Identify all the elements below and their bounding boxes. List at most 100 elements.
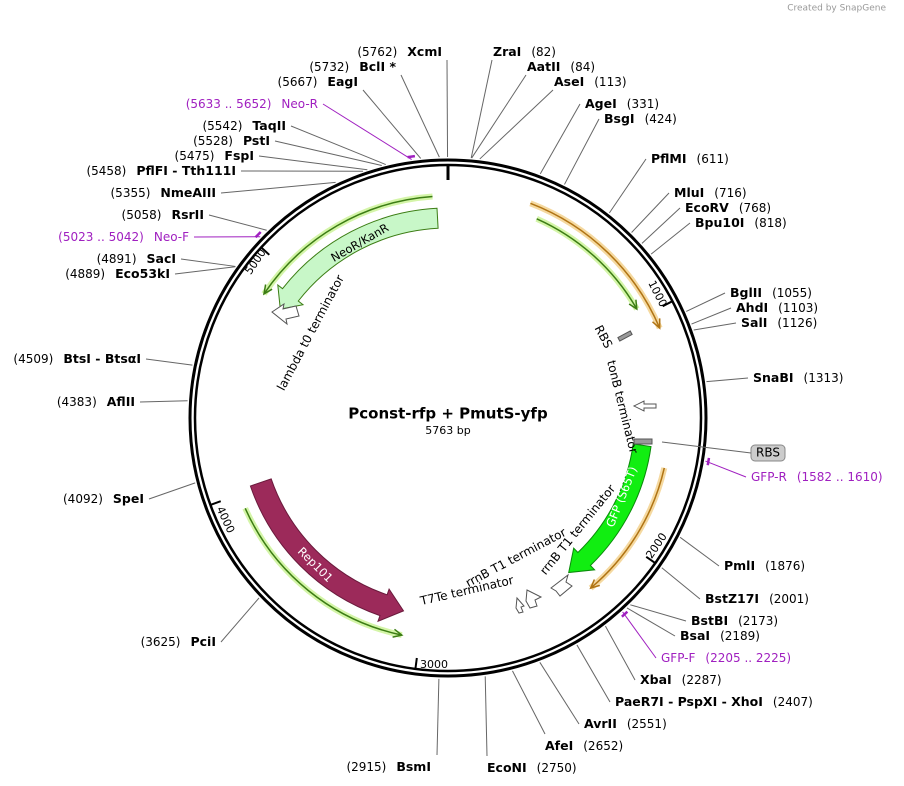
feature-head bbox=[392, 628, 404, 638]
rbs-leader bbox=[661, 441, 752, 454]
site-name: AhdI bbox=[736, 300, 768, 315]
site-label: SnaBI (1313) bbox=[753, 370, 843, 385]
site-name: AflII bbox=[107, 394, 135, 409]
site-leader bbox=[650, 222, 691, 255]
site-label: Bpu10I (818) bbox=[695, 215, 787, 230]
site-name: AgeI bbox=[585, 96, 617, 111]
primer-name: GFP-F bbox=[661, 651, 696, 665]
site-label: XbaI (2287) bbox=[640, 672, 722, 687]
site-position: (5458) bbox=[86, 164, 126, 178]
site-name: SnaBI bbox=[753, 370, 794, 385]
site-leader bbox=[484, 676, 488, 757]
primer-name: Neo-R bbox=[281, 97, 318, 111]
feature-line bbox=[263, 195, 433, 295]
site-name: Bpu10I bbox=[695, 215, 744, 230]
site-position: (113) bbox=[594, 75, 626, 89]
site-leader bbox=[139, 400, 188, 403]
site-position: (2189) bbox=[720, 629, 760, 643]
ruler-tick bbox=[210, 500, 222, 506]
site-leader bbox=[479, 89, 554, 160]
site-label: (5475) FspI bbox=[175, 148, 254, 163]
feature-arrow bbox=[249, 478, 405, 623]
primer-position: (5633 .. 5652) bbox=[186, 97, 272, 111]
site-name: BtsI - BtsαI bbox=[63, 351, 141, 366]
site-leader bbox=[679, 536, 720, 567]
site-name: MluI bbox=[674, 185, 704, 200]
site-leader bbox=[691, 307, 732, 325]
site-name: EagI bbox=[327, 74, 358, 89]
site-position: (2407) bbox=[773, 695, 813, 709]
site-name: AvrII bbox=[584, 716, 617, 731]
site-position: (5475) bbox=[175, 149, 215, 163]
site-leader bbox=[446, 59, 449, 158]
terminator-icon bbox=[271, 302, 300, 326]
site-name: BglII bbox=[730, 285, 762, 300]
site-name: PflMI bbox=[651, 151, 687, 166]
site-position: (5528) bbox=[193, 134, 233, 148]
primer-position: (2205 .. 2225) bbox=[705, 651, 791, 665]
site-label: PflMI (611) bbox=[651, 151, 729, 166]
site-leader bbox=[470, 59, 493, 159]
site-name: XcmI bbox=[407, 44, 442, 59]
site-leader bbox=[220, 181, 336, 194]
site-leader bbox=[564, 118, 600, 185]
site-leader bbox=[220, 597, 260, 643]
site-name: BsaI bbox=[680, 628, 710, 643]
site-label: (2915) BsmI bbox=[346, 759, 431, 774]
site-name: BsmI bbox=[396, 759, 431, 774]
site-position: (2915) bbox=[346, 760, 386, 774]
site-leader bbox=[274, 140, 382, 167]
map-length: 5763 bp bbox=[425, 424, 470, 437]
site-label: EcoRV (768) bbox=[685, 200, 771, 215]
feature-line bbox=[536, 218, 638, 310]
feature-head bbox=[652, 318, 661, 330]
site-name: PflFI - Tth111I bbox=[136, 163, 236, 178]
site-leader bbox=[686, 292, 726, 312]
site-position: (424) bbox=[645, 112, 677, 126]
site-name: Eco53kI bbox=[115, 266, 170, 281]
site-name: SpeI bbox=[113, 491, 144, 506]
feature-layer bbox=[210, 193, 673, 670]
backbone-outer bbox=[188, 158, 708, 678]
primer-mark bbox=[407, 154, 416, 159]
primer-label: GFP-R (1582 .. 1610) bbox=[751, 470, 883, 484]
terminator-icon bbox=[515, 596, 525, 614]
site-position: (2173) bbox=[738, 614, 778, 628]
site-leader bbox=[630, 604, 687, 622]
site-name: TaqII bbox=[252, 118, 286, 133]
site-name: AfeI bbox=[545, 738, 573, 753]
site-position: (611) bbox=[697, 152, 729, 166]
site-label: BstBI (2173) bbox=[691, 613, 778, 628]
feature-head bbox=[262, 284, 273, 296]
site-position: (2551) bbox=[627, 717, 667, 731]
site-leader bbox=[512, 670, 546, 735]
feature-line bbox=[590, 467, 666, 589]
site-label: SalI (1126) bbox=[741, 315, 817, 330]
feature-arrow bbox=[277, 207, 439, 310]
primer-name: Neo-F bbox=[154, 230, 189, 244]
site-label: (5542) TaqII bbox=[202, 118, 286, 133]
site-position: (4383) bbox=[57, 395, 97, 409]
primer-position: (5023 .. 5042) bbox=[58, 230, 144, 244]
feature-line bbox=[530, 202, 661, 329]
site-label: BsgI (424) bbox=[604, 111, 677, 126]
site-label: (5528) PstI bbox=[193, 133, 270, 148]
primer-mark bbox=[621, 610, 629, 618]
site-leader bbox=[290, 125, 386, 165]
site-label: AhdI (1103) bbox=[736, 300, 818, 315]
primer-name: GFP-R bbox=[751, 470, 787, 484]
leader-layer bbox=[139, 59, 749, 757]
site-label: (5667) EagI bbox=[278, 74, 358, 89]
site-leader bbox=[641, 207, 681, 244]
site-leader bbox=[180, 258, 236, 267]
site-label: (5058) RsrII bbox=[122, 207, 204, 222]
site-label: (4509) BtsI - BtsαI bbox=[13, 351, 141, 366]
site-name: PmlI bbox=[724, 558, 755, 573]
backbone-inner bbox=[193, 163, 703, 673]
ruler-tick bbox=[260, 246, 270, 256]
site-position: (3625) bbox=[141, 635, 181, 649]
site-label: PmlI (1876) bbox=[724, 558, 805, 573]
site-label: (5355) NmeAIII bbox=[111, 185, 217, 200]
ruler-label: 3000 bbox=[420, 658, 448, 671]
primer-position: (1582 .. 1610) bbox=[797, 470, 883, 484]
